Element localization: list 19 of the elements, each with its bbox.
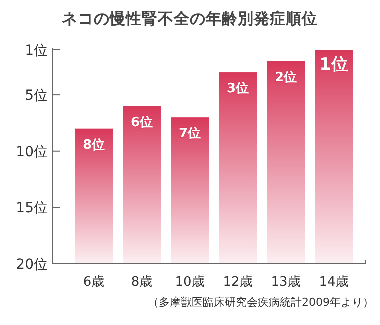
y-tick-label: 15位 [16, 200, 48, 217]
x-tick-label: 6歳 [83, 275, 105, 290]
chart-title: ネコの慢性腎不全の年齢別発症順位 [62, 10, 318, 28]
y-tick-label: 10位 [16, 144, 48, 160]
x-tick-label: 8歳 [131, 275, 153, 290]
x-tick-label: 14歳 [319, 275, 349, 290]
x-tick-label: 13歳 [271, 275, 301, 290]
data-label: 3位 [226, 82, 250, 97]
data-label: 6位 [130, 115, 154, 130]
y-tick-label: 20位 [16, 257, 48, 273]
x-tick-label: 10歳 [175, 275, 205, 290]
text: （多摩獣医臨床研究会疾病統計2009年より） [148, 296, 374, 309]
x-tick-label: 12歳 [223, 275, 253, 290]
data-label: 1位 [320, 55, 348, 75]
y-tick-label: 1位 [25, 43, 48, 59]
data-label: 7位 [178, 126, 202, 142]
data-label: 2位 [274, 70, 298, 86]
data-label: 8位 [82, 138, 106, 153]
y-tick-label: 5位 [25, 88, 48, 104]
